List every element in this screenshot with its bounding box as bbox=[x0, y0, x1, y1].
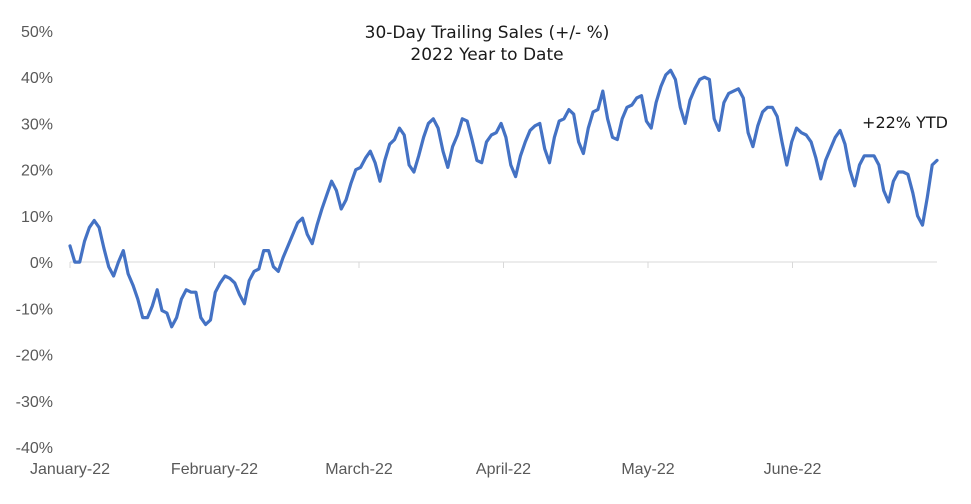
y-tick-label: 20% bbox=[21, 163, 53, 180]
y-tick-label: 40% bbox=[21, 70, 53, 87]
x-axis: January-22 February-22 March-22 April-22 May… bbox=[30, 261, 937, 478]
y-tick-label: 30% bbox=[21, 116, 53, 133]
x-tick-label: June-22 bbox=[764, 461, 822, 478]
y-tick-label: 10% bbox=[21, 209, 53, 226]
y-tick-label: -10% bbox=[16, 301, 53, 318]
x-tick-label: April-22 bbox=[476, 461, 531, 478]
series-group bbox=[68, 68, 939, 329]
y-tick-label: -40% bbox=[16, 440, 53, 457]
y-tick-label: 0% bbox=[30, 255, 53, 272]
chart-title: 30-Day Trailing Sales (+/- %) bbox=[365, 23, 610, 43]
x-tick-label: February-22 bbox=[171, 461, 258, 478]
x-tick-label: March-22 bbox=[325, 461, 393, 478]
y-axis: 50% 40% 30% 20% 10% 0% -10% -20% -30% -40% bbox=[16, 24, 53, 457]
y-tick-label: -20% bbox=[16, 348, 53, 365]
chart-subtitle: 2022 Year to Date bbox=[410, 45, 563, 65]
y-tick-label: 50% bbox=[21, 24, 53, 41]
ytd-annotation: +22% YTD bbox=[862, 113, 948, 132]
x-tick-label: May-22 bbox=[621, 461, 674, 478]
x-tick-label: January-22 bbox=[30, 461, 110, 478]
y-tick-label: -30% bbox=[16, 394, 53, 411]
series-line bbox=[68, 68, 939, 329]
